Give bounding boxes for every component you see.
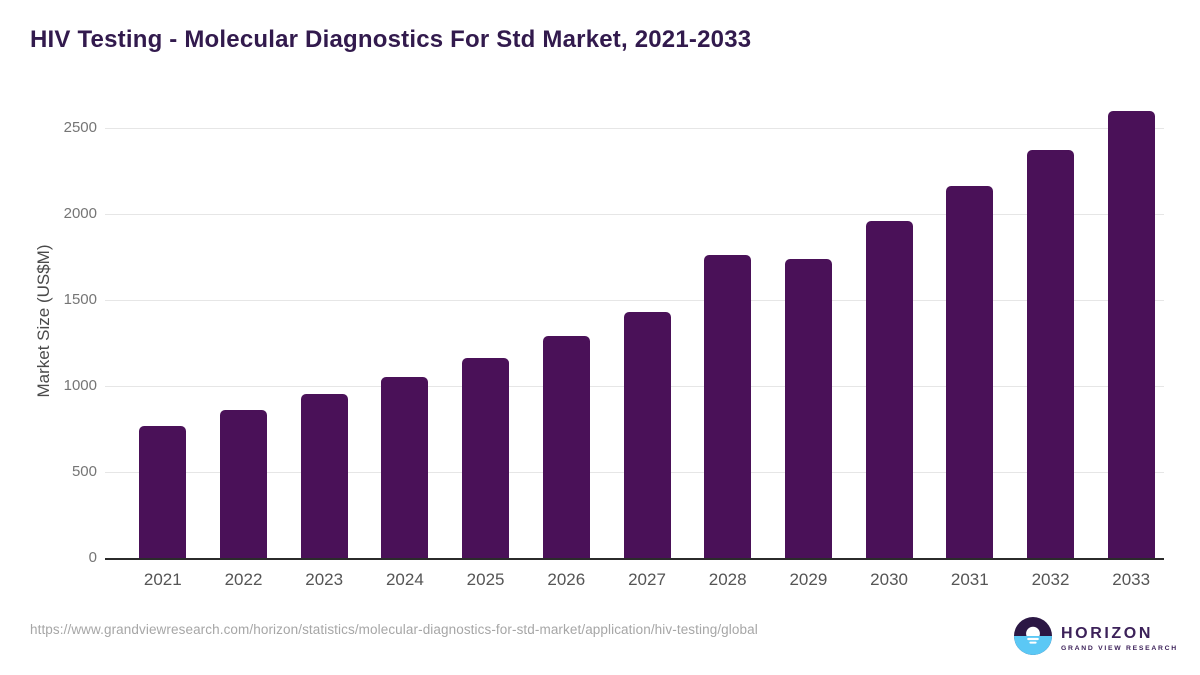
horizon-sun-icon bbox=[1014, 617, 1052, 660]
y-axis-title: Market Size (US$M) bbox=[34, 244, 53, 398]
x-tick-label: 2027 bbox=[628, 570, 666, 589]
horizon-logo: HORIZON GRAND VIEW RESEARCH bbox=[1014, 617, 1178, 660]
bar-2028 bbox=[704, 255, 752, 558]
y-tick-label: 500 bbox=[71, 463, 97, 480]
x-tick-label: 2024 bbox=[385, 570, 424, 589]
x-axis-line bbox=[105, 558, 1164, 560]
logo-subbrand-text: GRAND VIEW RESEARCH bbox=[1061, 644, 1178, 652]
x-tick-label: 2033 bbox=[1112, 570, 1151, 589]
bar-2023 bbox=[300, 393, 348, 558]
bar-2033 bbox=[1107, 110, 1155, 558]
source-url: https://www.grandviewresearch.com/horizo… bbox=[30, 622, 758, 637]
y-tick-label: 2500 bbox=[63, 119, 97, 136]
logo-brand-text: HORIZON bbox=[1061, 625, 1153, 643]
y-tick-label: 0 bbox=[88, 549, 97, 566]
bar-2029 bbox=[784, 258, 832, 558]
bar-2022 bbox=[220, 410, 267, 558]
gridline bbox=[105, 214, 1164, 215]
y-tick-label: 1500 bbox=[63, 291, 97, 308]
x-tick-label: 2021 bbox=[143, 570, 182, 589]
bar-2027 bbox=[623, 312, 671, 558]
bar-2030 bbox=[865, 220, 913, 558]
logo-wordmark: HORIZON GRAND VIEW RESEARCH bbox=[1061, 625, 1178, 652]
y-tick-label: 2000 bbox=[63, 205, 97, 222]
x-tick-label: 2025 bbox=[466, 570, 505, 589]
page-title: HIV Testing - Molecular Diagnostics For … bbox=[30, 26, 752, 53]
y-tick-label: 1000 bbox=[63, 377, 97, 394]
bar-chart: 0 500 1000 1500 2000 2500 2021 2022 2023 2024 202… bbox=[34, 110, 1164, 589]
x-tick-label: 2026 bbox=[547, 570, 586, 589]
x-tick-label: 2030 bbox=[870, 570, 908, 589]
bar-2026 bbox=[542, 336, 590, 558]
bar-2032 bbox=[1027, 150, 1074, 558]
x-tick-label: 2022 bbox=[224, 570, 263, 589]
x-tick-label: 2032 bbox=[1031, 570, 1070, 589]
gridline bbox=[105, 128, 1164, 129]
bar-2031 bbox=[946, 186, 994, 558]
bar-2025 bbox=[462, 357, 510, 558]
bar-2024 bbox=[381, 377, 429, 558]
x-tick-label: 2023 bbox=[305, 570, 344, 589]
bar-2021 bbox=[139, 425, 187, 558]
x-tick-label: 2031 bbox=[950, 570, 989, 589]
x-tick-label: 2029 bbox=[789, 570, 828, 589]
gridline bbox=[105, 300, 1164, 301]
x-tick-label: 2028 bbox=[708, 570, 747, 589]
